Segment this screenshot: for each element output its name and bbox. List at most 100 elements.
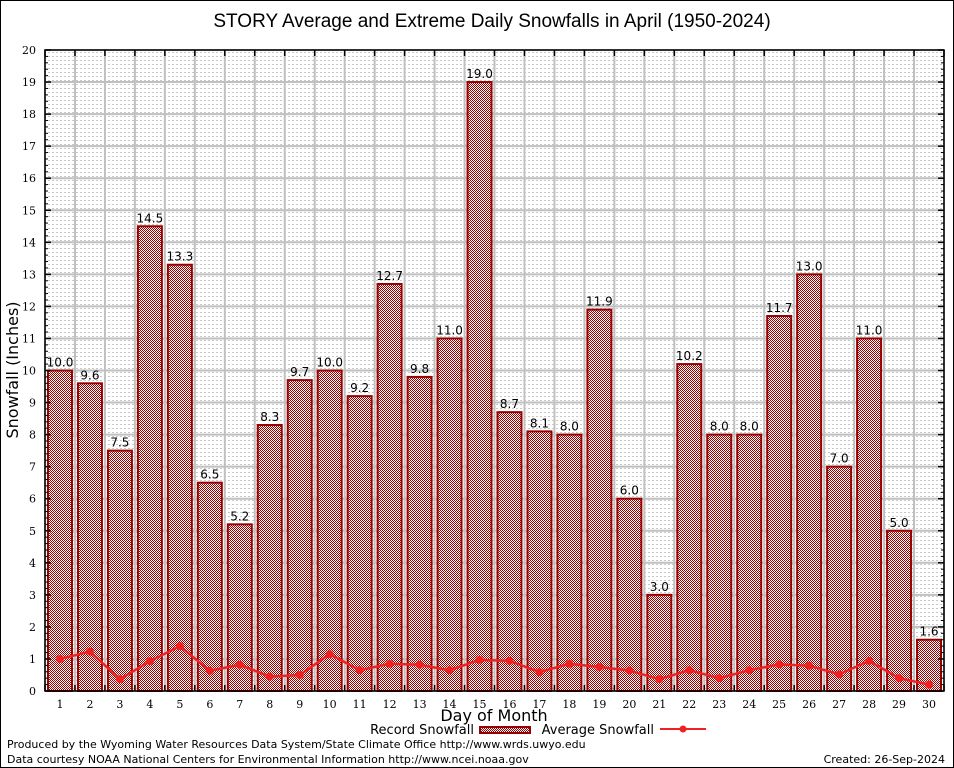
record-bar — [826, 465, 853, 692]
bar-data-label: 9.7 — [290, 365, 309, 379]
bar-data-label: 8.0 — [560, 420, 579, 434]
average-snowfall-point — [55, 654, 64, 663]
y-tick-label: 15 — [22, 204, 36, 217]
footer-produced-by: Produced by the Wyoming Water Resources … — [7, 738, 586, 751]
x-tick-label: 19 — [592, 698, 606, 711]
y-tick-label: 9 — [29, 397, 36, 410]
bar-data-label: 8.7 — [500, 397, 519, 411]
average-snowfall-point — [415, 660, 424, 669]
x-tick-label: 17 — [532, 698, 546, 711]
average-snowfall-point — [445, 666, 454, 675]
x-tick-label: 3 — [116, 698, 123, 711]
x-tick-label: 9 — [296, 698, 303, 711]
average-snowfall-point — [895, 674, 904, 683]
y-tick-label: 14 — [22, 236, 36, 249]
y-tick-label: 7 — [29, 461, 36, 474]
average-snowfall-point — [715, 674, 724, 683]
bar-data-label: 6.0 — [620, 484, 639, 498]
y-tick-label: 16 — [22, 172, 36, 185]
x-tick-label: 12 — [383, 698, 397, 711]
record-bar — [106, 449, 133, 692]
record-bar — [736, 433, 763, 692]
bar-data-label: 8.3 — [260, 410, 279, 424]
bar-data-label: 19.0 — [466, 67, 493, 81]
record-bar — [406, 375, 433, 692]
average-snowfall-point — [475, 655, 484, 664]
x-tick-label: 1 — [56, 698, 63, 711]
average-snowfall-point — [625, 666, 634, 675]
x-tick-label: 2 — [86, 698, 93, 711]
average-snowfall-point — [145, 657, 154, 666]
record-bar — [796, 273, 823, 692]
average-snowfall-point — [925, 680, 934, 689]
bar-data-label: 9.2 — [350, 381, 369, 395]
y-tick-label: 2 — [29, 621, 36, 634]
bar-data-label: 8.0 — [740, 420, 759, 434]
record-bar — [466, 81, 493, 693]
y-tick-label: 4 — [29, 557, 36, 570]
record-bar — [256, 423, 283, 692]
bar-data-label: 14.5 — [137, 211, 164, 225]
bar-data-label: 1.6 — [919, 625, 938, 639]
x-tick-label: 14 — [443, 698, 457, 711]
x-tick-label: 27 — [832, 698, 846, 711]
bar-data-label: 7.0 — [830, 452, 849, 466]
x-tick-label: 21 — [652, 698, 666, 711]
average-snowfall-point — [505, 656, 514, 665]
record-bar — [136, 225, 163, 692]
average-snowfall-point — [655, 675, 664, 684]
y-tick-label: 8 — [29, 429, 36, 442]
y-tick-label: 11 — [22, 332, 36, 345]
average-snowfall-line — [59, 644, 930, 686]
legend-marker-average — [679, 725, 687, 733]
y-tick-label: 19 — [22, 76, 36, 89]
x-tick-label: 4 — [146, 698, 153, 711]
bar-data-label: 3.0 — [650, 580, 669, 594]
footer-created: Created: 26-Sep-2024 — [824, 753, 945, 766]
average-snowfall-point — [595, 662, 604, 671]
bar-data-label: 10.0 — [47, 356, 74, 370]
x-tick-label: 20 — [622, 698, 636, 711]
bar-data-label: 7.5 — [110, 436, 129, 450]
legend-label-record: Record Snowfall — [370, 723, 474, 738]
average-snowfall-point — [265, 672, 274, 681]
record-bar — [346, 395, 373, 692]
record-bar — [766, 315, 793, 692]
average-snowfall-point — [235, 660, 244, 669]
x-axis-label: Day of Month — [440, 706, 547, 725]
average-snowfall-point — [205, 666, 214, 675]
y-tick-label: 1 — [29, 653, 36, 666]
x-tick-label: 29 — [892, 698, 906, 711]
bar-data-label: 5.2 — [230, 509, 249, 523]
bar-data-label: 11.7 — [766, 301, 793, 315]
record-bar — [286, 379, 313, 692]
bar-data-label: 8.1 — [530, 416, 549, 430]
bar-data-label: 5.0 — [890, 516, 909, 530]
x-tick-label: 11 — [353, 698, 367, 711]
x-tick-label: 6 — [206, 698, 213, 711]
x-tick-label: 28 — [862, 698, 876, 711]
y-tick-label: 13 — [22, 268, 36, 281]
average-snowfall-point — [325, 650, 334, 659]
y-axis-label: Snowfall (Inches) — [3, 301, 22, 438]
y-tick-label: 18 — [22, 108, 36, 121]
record-bar — [316, 369, 343, 692]
bar-data-label: 10.2 — [676, 349, 703, 363]
x-tick-label: 24 — [742, 698, 756, 711]
record-bar — [166, 263, 193, 692]
average-snowfall-point — [685, 666, 694, 675]
x-tick-label: 7 — [236, 698, 243, 711]
bar-data-label: 11.9 — [586, 295, 613, 309]
footer-data-courtesy: Data courtesy NOAA National Centers for … — [7, 753, 529, 766]
y-tick-label: 0 — [29, 685, 36, 698]
x-tick-label: 18 — [562, 698, 576, 711]
x-tick-label: 10 — [323, 698, 337, 711]
average-snowfall-point — [535, 668, 544, 677]
average-snowfall-point — [85, 647, 94, 656]
record-bar — [436, 337, 463, 692]
bar-data-label: 12.7 — [376, 269, 403, 283]
average-snowfall-point — [745, 666, 754, 675]
y-tick-label: 20 — [22, 44, 36, 57]
average-snowfall-point — [565, 659, 574, 668]
